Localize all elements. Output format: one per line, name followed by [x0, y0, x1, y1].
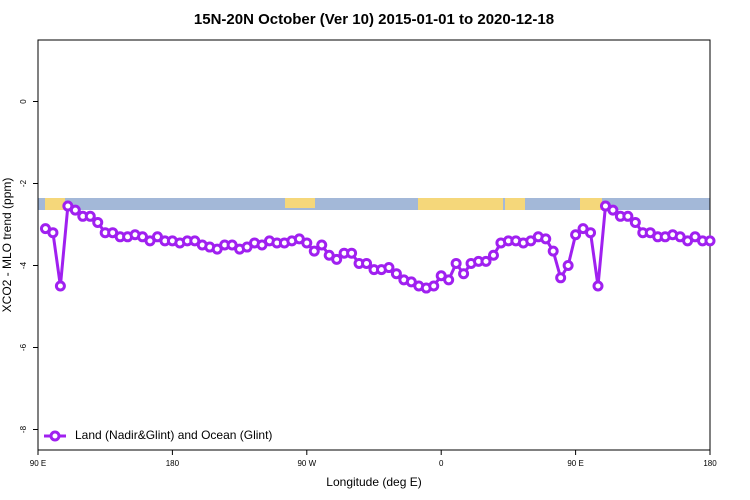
- data-point: [443, 274, 455, 286]
- x-tick-label: 0: [439, 459, 444, 468]
- series-line: [44, 203, 710, 290]
- x-tick-label: 90 E: [567, 459, 583, 468]
- data-point: [54, 280, 66, 292]
- data-point: [704, 235, 716, 247]
- data-point: [562, 260, 574, 271]
- data-point: [570, 229, 582, 241]
- legend-label: Land (Nadir&Glint) and Ocean (Glint): [75, 428, 272, 442]
- y-tick-label: -8: [19, 425, 28, 433]
- data-point: [480, 255, 492, 267]
- data-point: [622, 210, 634, 222]
- y-tick-label: -2: [19, 179, 28, 187]
- data-point: [428, 280, 440, 292]
- data-point: [390, 268, 402, 280]
- data-point: [92, 216, 104, 228]
- data-point: [383, 262, 395, 274]
- x-tick-label: 90 W: [297, 459, 316, 468]
- data-point: [547, 245, 559, 257]
- data-point: [585, 227, 597, 239]
- data-point: [301, 237, 313, 249]
- data-point: [361, 257, 373, 269]
- data-point: [69, 204, 81, 216]
- y-tick-label: 0: [19, 99, 28, 104]
- data-point: [47, 227, 59, 239]
- x-tick-label: 90 E: [30, 459, 46, 468]
- y-tick-label: -6: [19, 343, 28, 351]
- chart-title: 15N-20N October (Ver 10) 2015-01-01 to 2…: [194, 11, 554, 28]
- data-point: [308, 245, 320, 257]
- legend: Land (Nadir&Glint) and Ocean (Glint): [44, 428, 272, 442]
- data-point: [458, 268, 470, 280]
- x-tick-label: 180: [166, 459, 180, 468]
- data-point: [555, 272, 567, 284]
- legend-marker: [49, 430, 61, 442]
- data-point: [487, 249, 499, 261]
- map-strip: [38, 198, 710, 210]
- x-axis-label: Longitude (deg E): [326, 475, 421, 489]
- data-point: [346, 247, 358, 259]
- data-point: [540, 233, 552, 245]
- data-point: [84, 210, 96, 222]
- plot-frame: [37, 39, 711, 451]
- y-axis-label: XCO2 - MLO trend (ppm): [0, 178, 14, 313]
- data-point: [331, 253, 343, 265]
- data-point: [450, 257, 462, 269]
- data-point: [607, 204, 619, 216]
- data-point: [316, 239, 328, 251]
- data-point: [629, 216, 641, 228]
- x-tick-label: 180: [703, 459, 717, 468]
- y-tick-label: -4: [19, 261, 28, 269]
- data-point: [592, 280, 604, 292]
